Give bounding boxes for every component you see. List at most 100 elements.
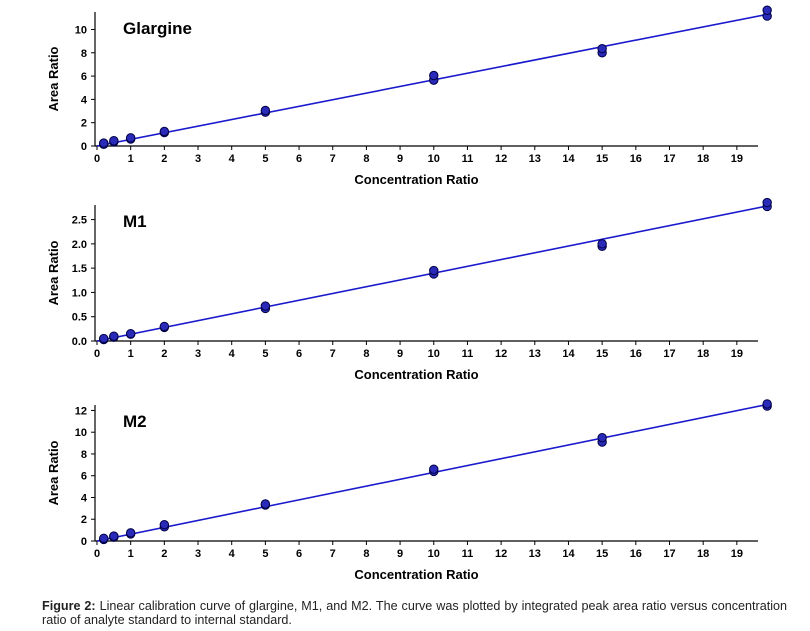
x-axis-label: Concentration Ratio	[354, 367, 478, 382]
data-point	[159, 126, 170, 137]
y-tick-label: 0.0	[72, 336, 87, 348]
x-tick-label: 4	[229, 548, 236, 560]
data-point	[99, 533, 109, 543]
data-point	[260, 301, 271, 311]
y-tick-label: 0	[81, 141, 87, 153]
y-tick-label: 2.5	[72, 215, 87, 227]
chart-panel-3: 0 1 2 3 4 5 6 7 8 9 10 11 12 13 14 15 16 17 18 19024681012M…	[46, 399, 772, 582]
y-axis-label: Area Ratio	[46, 440, 61, 505]
data-point	[125, 133, 136, 143]
x-tick-label: 7	[330, 348, 336, 360]
x-tick-label: 5	[262, 348, 268, 360]
x-tick-label: 13	[529, 153, 541, 165]
x-tick-label: 15	[596, 153, 608, 165]
x-tick-label: 14	[562, 348, 575, 360]
x-tick-label: 5	[262, 548, 268, 560]
x-tick-label: 8	[363, 348, 369, 360]
figure-caption: Figure 2: Linear calibration curve of gl…	[42, 599, 787, 627]
x-tick-label: 1	[128, 548, 134, 560]
x-tick-label: 14	[562, 153, 575, 165]
data-point	[597, 239, 607, 249]
x-tick-label: 17	[663, 348, 675, 360]
x-tick-label: 13	[529, 548, 541, 560]
chart-title: M2	[123, 412, 147, 431]
y-axis-label: Area Ratio	[46, 46, 61, 111]
y-tick-label: 0.5	[72, 312, 87, 324]
y-tick-label: 1.0	[72, 287, 87, 299]
x-tick-label: 6	[296, 548, 302, 560]
x-tick-label: 15	[596, 348, 608, 360]
y-tick-label: 4	[81, 492, 88, 504]
x-axis-label: Concentration Ratio	[354, 567, 478, 582]
x-tick-label: 19	[731, 548, 743, 560]
y-tick-label: 2	[81, 118, 87, 130]
x-tick-label: 11	[462, 153, 474, 165]
x-tick-label: 3	[195, 548, 201, 560]
data-point	[597, 432, 607, 443]
x-tick-label: 16	[630, 348, 642, 360]
x-tick-label: 12	[495, 548, 507, 560]
x-tick-label: 17	[663, 548, 675, 560]
y-tick-label: 4	[81, 94, 88, 106]
x-tick-label: 9	[397, 548, 403, 560]
x-tick-label: 9	[397, 348, 403, 360]
chart-panel-2: 0 1 2 3 4 5 6 7 8 9 10 11 12 13 14 15 16 17 18 190.00.51.01…	[46, 197, 772, 382]
x-tick-label: 4	[229, 348, 236, 360]
chart-title: M1	[123, 212, 147, 231]
x-tick-label: 2	[161, 348, 167, 360]
x-tick-label: 1	[128, 348, 134, 360]
x-tick-label: 12	[495, 153, 507, 165]
x-tick-label: 10	[428, 153, 440, 165]
x-tick-label: 18	[697, 348, 709, 360]
x-tick-label: 14	[562, 548, 575, 560]
y-tick-label: 0	[81, 536, 87, 548]
y-tick-label: 8	[81, 449, 87, 461]
x-tick-label: 17	[663, 153, 675, 165]
data-point	[109, 136, 119, 146]
y-tick-label: 2	[81, 514, 87, 526]
data-point	[260, 105, 271, 116]
x-tick-label: 10	[428, 348, 440, 360]
data-point	[159, 519, 170, 530]
data-point	[429, 265, 439, 276]
x-tick-label: 3	[195, 153, 201, 165]
x-tick-label: 0	[94, 548, 100, 560]
y-tick-label: 10	[75, 427, 87, 439]
y-tick-label: 2.0	[72, 239, 87, 251]
x-tick-label: 10	[428, 548, 440, 560]
x-tick-label: 19	[731, 153, 743, 165]
x-tick-label: 9	[397, 153, 403, 165]
data-point	[125, 528, 136, 538]
data-point	[429, 464, 439, 474]
y-tick-label: 6	[81, 471, 87, 483]
y-axis-label: Area Ratio	[46, 240, 61, 305]
x-tick-label: 12	[495, 348, 507, 360]
data-point	[159, 321, 170, 332]
x-tick-label: 16	[630, 548, 642, 560]
data-point	[597, 44, 607, 54]
x-tick-label: 3	[195, 348, 201, 360]
data-point	[762, 197, 772, 208]
y-tick-label: 10	[75, 24, 87, 36]
x-tick-label: 0	[94, 153, 100, 165]
x-tick-label: 11	[462, 548, 474, 560]
x-tick-label: 8	[363, 153, 369, 165]
chart-title: Glargine	[123, 19, 192, 38]
x-tick-label: 16	[630, 153, 642, 165]
y-tick-label: 8	[81, 48, 87, 60]
data-point	[260, 499, 271, 509]
x-tick-label: 7	[330, 548, 336, 560]
x-tick-label: 11	[462, 348, 474, 360]
caption-label: Figure 2:	[42, 599, 96, 613]
x-tick-label: 15	[596, 548, 608, 560]
x-tick-label: 6	[296, 348, 302, 360]
data-point	[109, 331, 119, 341]
y-tick-label: 6	[81, 71, 87, 83]
data-point	[429, 70, 439, 81]
x-tick-label: 4	[229, 153, 236, 165]
x-tick-label: 19	[731, 348, 743, 360]
x-tick-label: 6	[296, 153, 302, 165]
x-tick-label: 7	[330, 153, 336, 165]
